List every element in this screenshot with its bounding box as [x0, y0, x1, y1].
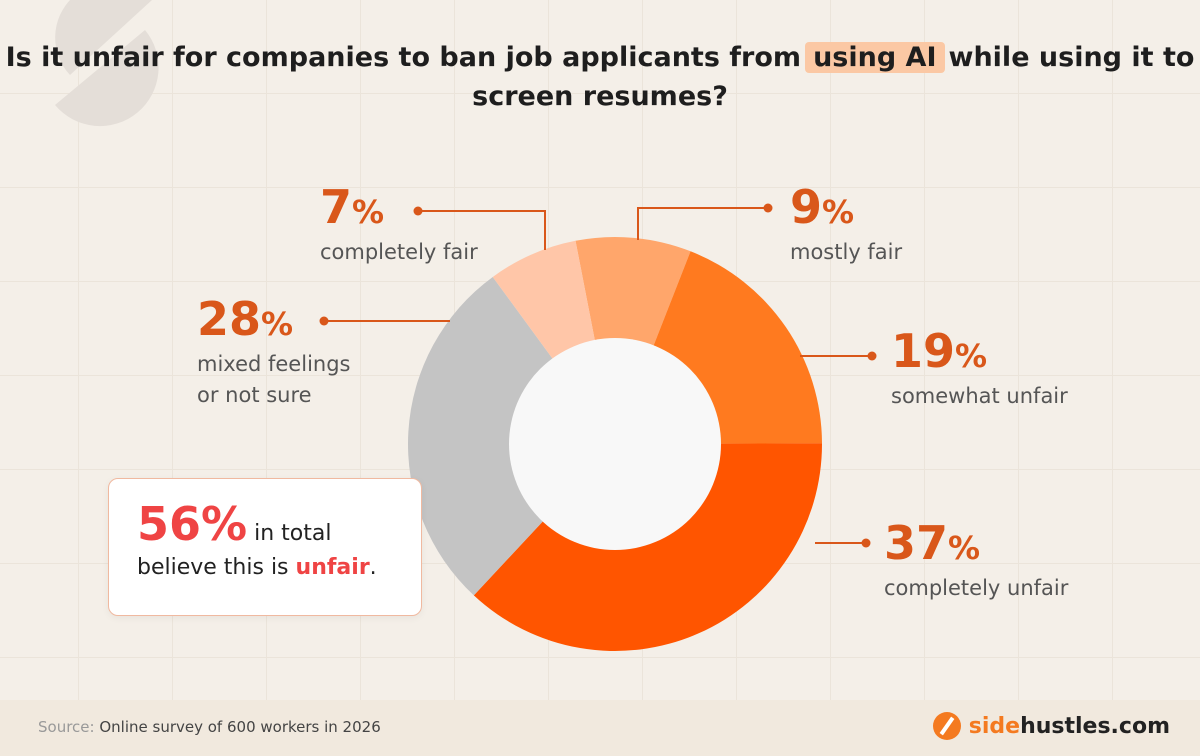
- leader-completely-fair: [418, 210, 546, 250]
- leader-dot: [763, 203, 773, 213]
- leader-dot: [413, 206, 423, 216]
- chart-title: Is it unfair for companies to ban job ap…: [5, 42, 1195, 112]
- watermark-logo-icon: [55, 0, 159, 127]
- brand-logo-icon: [932, 712, 961, 740]
- label-mostly-fair: 9% mostly fair: [790, 180, 903, 264]
- brand-logo: side hustles.com: [932, 712, 1170, 740]
- label-somewhat-unfair: 19% somewhat unfair: [891, 324, 1068, 408]
- leader-dot: [861, 538, 871, 548]
- leader-lines: [324, 207, 872, 544]
- leader-dot: [867, 351, 877, 361]
- label-completely-unfair: 37% completely unfair: [884, 516, 1069, 600]
- label-mixed: 28% mixed feelings or not sure: [197, 292, 351, 407]
- label-completely-fair: 7% completely fair: [320, 180, 478, 264]
- slice-completely-unfair: [473, 443, 822, 651]
- title-highlight: using AI: [805, 42, 945, 73]
- donut-hole: [509, 338, 721, 550]
- summary-callout: 56% in total believe this is unfair.: [108, 478, 422, 616]
- leader-dot: [319, 316, 329, 326]
- leader-mostly-fair: [637, 207, 768, 240]
- source-note: Source: Online survey of 600 workers in …: [38, 718, 381, 736]
- footer: Source: Online survey of 600 workers in …: [0, 700, 1200, 756]
